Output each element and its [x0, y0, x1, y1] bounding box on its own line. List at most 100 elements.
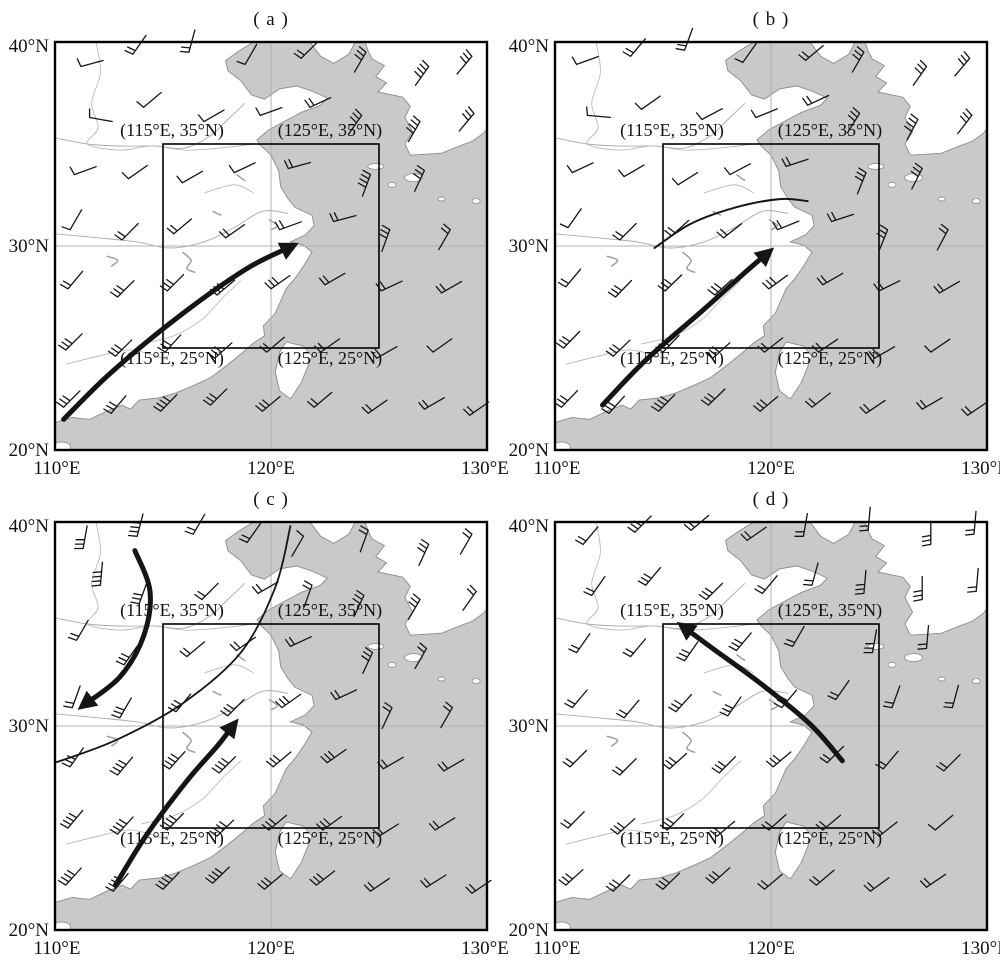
wind-barb	[863, 877, 890, 892]
wind-barb	[236, 43, 258, 66]
wind-barb	[284, 158, 312, 170]
wind-barb	[110, 280, 135, 298]
panel-title-a: ( a )	[253, 9, 289, 30]
province-border	[86, 522, 254, 631]
wind-barb	[115, 645, 138, 666]
wind-barb	[302, 580, 313, 608]
island	[971, 198, 981, 205]
wind-barb	[406, 115, 421, 143]
lake-outline	[236, 174, 246, 182]
wind-barb	[184, 513, 206, 535]
wind-barb	[407, 593, 421, 621]
box-label-top-left: (115°E, 35°N)	[620, 120, 724, 141]
wind-barb	[462, 584, 477, 611]
wind-barb	[709, 820, 736, 837]
wind-barb	[868, 346, 896, 359]
taiwan-island	[774, 341, 813, 400]
wind-barb	[967, 567, 979, 593]
wind-barb	[155, 872, 180, 890]
wind-barb	[707, 278, 733, 296]
panel-title-b: ( b )	[753, 9, 790, 30]
wind-barb	[875, 750, 899, 770]
wind-barb	[56, 390, 81, 408]
wind-barb	[161, 751, 186, 770]
wind-barb	[228, 162, 256, 174]
wind-barb	[634, 95, 661, 110]
box-label-bottom-left: (115°E, 25°N)	[620, 348, 724, 369]
study-region-box	[662, 143, 880, 349]
wind-barb	[559, 208, 582, 229]
box-label-top-right: (125°E, 35°N)	[778, 600, 882, 621]
wind-barb	[873, 280, 901, 292]
box-label-top-right: (125°E, 35°N)	[278, 600, 382, 621]
island	[904, 173, 923, 183]
island	[904, 653, 923, 663]
island	[937, 676, 946, 682]
wind-barb	[456, 49, 473, 75]
wind-barb	[700, 388, 726, 406]
taiwan-island	[774, 821, 813, 880]
liaodong-peninsula	[309, 522, 356, 544]
wind-barb	[772, 220, 800, 231]
river-line	[55, 582, 246, 629]
wind-barb	[293, 41, 319, 59]
box-label-top-left: (115°E, 35°N)	[120, 120, 224, 141]
wind-barb	[121, 164, 148, 180]
island	[55, 921, 71, 930]
wind-barb	[211, 756, 237, 774]
island	[387, 661, 397, 668]
wind-barb	[375, 280, 403, 292]
lake-outline	[681, 731, 696, 754]
flow-arrow	[113, 718, 239, 888]
wind-barb	[562, 749, 588, 768]
x-tick-label: 110°E	[534, 938, 581, 959]
lake-outline	[606, 255, 619, 267]
river-line	[55, 102, 246, 149]
y-tick-label: 30°N	[509, 236, 550, 257]
wind-barb	[916, 397, 943, 410]
wind-barb	[238, 522, 262, 544]
island	[404, 653, 423, 663]
panel-title-d: ( d )	[753, 489, 790, 510]
flow-curve	[653, 197, 809, 249]
wind-barb	[61, 209, 83, 231]
wind-barb	[69, 166, 97, 176]
wind-barb	[657, 274, 683, 292]
wind-barb	[921, 520, 932, 547]
x-tick-label: 130°E	[961, 938, 1000, 959]
wind-barb	[114, 222, 139, 241]
wind-barb	[957, 108, 973, 135]
flow-arrows-layer	[676, 621, 845, 764]
lake-outline	[606, 735, 619, 747]
wind-barb	[805, 392, 831, 408]
wind-barb	[637, 566, 662, 586]
wind-barb	[307, 391, 333, 408]
wind-barb	[136, 91, 162, 108]
wind-barb	[809, 869, 835, 886]
lake-outline	[681, 251, 696, 274]
map-frame	[53, 40, 489, 452]
wind-barb	[671, 171, 699, 186]
wind-barb	[111, 697, 132, 719]
wind-barb	[605, 874, 631, 892]
wind-barb	[882, 685, 901, 709]
panel-b: ( b ) (115°E, 35°N) (125°E, 35°N)(115°E, …	[509, 9, 1000, 479]
wind-barbs-layer	[553, 27, 988, 416]
y-tick-label: 20°N	[509, 920, 550, 941]
basemap	[55, 42, 487, 450]
wind-barb	[218, 223, 246, 239]
panel-d: ( d ) (115°E, 35°N) (125°E, 35°N)(115°E, …	[509, 489, 1000, 959]
island	[437, 676, 446, 682]
liaodong-peninsula	[309, 42, 356, 64]
wind-barb	[437, 758, 465, 772]
wind-barb	[954, 51, 971, 77]
wind-barb	[716, 223, 743, 239]
box-label-top-right: (125°E, 35°N)	[278, 120, 382, 141]
wind-barb	[361, 399, 388, 414]
wind-barb	[357, 169, 372, 197]
box-label-bottom-right: (125°E, 25°N)	[778, 828, 882, 849]
wind-barb	[936, 753, 961, 772]
y-tick-label: 40°N	[509, 516, 550, 537]
wind-barb	[59, 270, 84, 290]
